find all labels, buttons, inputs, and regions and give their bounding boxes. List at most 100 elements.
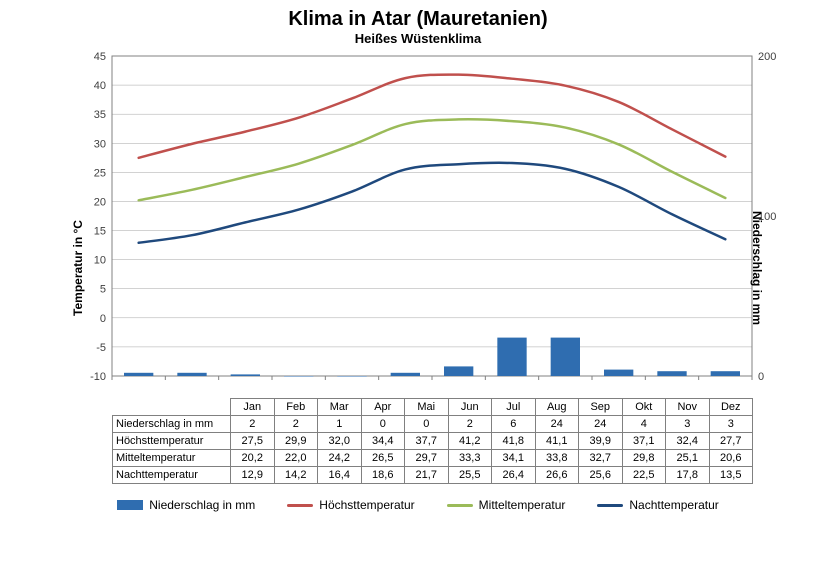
table-cell: 29,9 — [274, 433, 318, 450]
svg-text:40: 40 — [94, 80, 106, 92]
month-header: Mar — [318, 399, 362, 416]
svg-text:10: 10 — [94, 255, 106, 267]
table-cell: 33,3 — [448, 450, 492, 467]
table-cell: 20,2 — [231, 450, 275, 467]
table-cell: 24 — [535, 416, 579, 433]
table-cell: 2 — [448, 416, 492, 433]
precip-bar — [231, 374, 260, 376]
legend-swatch — [287, 504, 313, 507]
legend-item: Höchsttemperatur — [287, 498, 414, 512]
table-cell: 12,9 — [231, 467, 275, 484]
table-cell: 3 — [666, 416, 710, 433]
legend-item: Nachttemperatur — [597, 498, 718, 512]
y-axis-left-label: Temperatur in °C — [71, 220, 85, 316]
legend-item: Mitteltemperatur — [447, 498, 566, 512]
legend-swatch — [597, 504, 623, 507]
month-header: Mai — [405, 399, 449, 416]
table-cell: 22,5 — [622, 467, 666, 484]
table-cell: 26,5 — [361, 450, 405, 467]
legend-item: Niederschlag in mm — [117, 498, 255, 512]
table-cell: 41,8 — [492, 433, 536, 450]
month-header: Apr — [361, 399, 405, 416]
table-cell: 13,5 — [709, 467, 753, 484]
precip-bar — [284, 376, 313, 377]
chart-title: Klima in Atar (Mauretanien) — [18, 8, 818, 31]
table-cell: 32,4 — [666, 433, 710, 450]
legend-label: Mitteltemperatur — [479, 498, 566, 512]
chart-container: { "title": "Klima in Atar (Mauretanien)"… — [0, 0, 836, 575]
table-cell: 34,1 — [492, 450, 536, 467]
legend-label: Nachttemperatur — [629, 498, 718, 512]
precip-bar — [657, 371, 686, 376]
table-cell: 25,1 — [666, 450, 710, 467]
svg-text:35: 35 — [94, 109, 106, 121]
table-cell: 0 — [405, 416, 449, 433]
precip-bar — [391, 373, 420, 376]
table-cell: 29,7 — [405, 450, 449, 467]
legend: Niederschlag in mm Höchsttemperatur Mittel… — [18, 498, 818, 512]
table-cell: 4 — [622, 416, 666, 433]
svg-text:25: 25 — [94, 167, 106, 179]
table-cell: 22,0 — [274, 450, 318, 467]
svg-text:0: 0 — [100, 313, 106, 325]
table-cell: 26,4 — [492, 467, 536, 484]
table-cell: 29,8 — [622, 450, 666, 467]
legend-label: Niederschlag in mm — [149, 498, 255, 512]
month-header: Okt — [622, 399, 666, 416]
precip-bar — [551, 338, 580, 376]
table-cell: 26,6 — [535, 467, 579, 484]
table-cell: 1 — [318, 416, 362, 433]
precip-bar — [124, 373, 153, 376]
table-cell: 24 — [579, 416, 623, 433]
month-header: Aug — [535, 399, 579, 416]
svg-text:45: 45 — [94, 52, 106, 63]
legend-swatch — [117, 500, 143, 510]
y-axis-right-label: Niederschlag in mm — [750, 211, 764, 325]
data-table: JanFebMarAprMaiJunJulAugSepOktNovDezNied… — [112, 398, 753, 484]
plot-svg: -10-50510152025303540450100200 — [76, 52, 788, 396]
precip-bar — [444, 366, 473, 376]
precip-bar — [711, 371, 740, 376]
chart-subtitle: Heißes Wüstenklima — [18, 31, 818, 46]
svg-text:-10: -10 — [90, 371, 106, 383]
row-header: Mitteltemperatur — [113, 450, 231, 467]
svg-text:5: 5 — [100, 284, 106, 296]
table-cell: 20,6 — [709, 450, 753, 467]
table-cell: 41,2 — [448, 433, 492, 450]
svg-text:200: 200 — [758, 52, 776, 63]
plot-area: Temperatur in °C Niederschlag in mm -10-… — [76, 52, 768, 484]
table-cell: 24,2 — [318, 450, 362, 467]
legend-label: Höchsttemperatur — [319, 498, 414, 512]
table-cell: 21,7 — [405, 467, 449, 484]
precip-bar — [497, 338, 526, 376]
svg-text:30: 30 — [94, 138, 106, 150]
precip-bar — [604, 370, 633, 376]
svg-text:15: 15 — [94, 226, 106, 238]
table-cell: 2 — [274, 416, 318, 433]
table-cell: 41,1 — [535, 433, 579, 450]
month-header: Jul — [492, 399, 536, 416]
table-cell: 25,6 — [579, 467, 623, 484]
month-header: Jun — [448, 399, 492, 416]
table-cell: 27,5 — [231, 433, 275, 450]
svg-text:0: 0 — [758, 371, 764, 383]
table-cell: 33,8 — [535, 450, 579, 467]
month-header: Jan — [231, 399, 275, 416]
table-corner — [113, 399, 231, 416]
svg-text:20: 20 — [94, 196, 106, 208]
month-header: Sep — [579, 399, 623, 416]
table-cell: 27,7 — [709, 433, 753, 450]
precip-bar — [337, 376, 366, 377]
svg-text:-5: -5 — [96, 342, 106, 354]
table-cell: 17,8 — [666, 467, 710, 484]
month-header: Nov — [666, 399, 710, 416]
table-cell: 2 — [231, 416, 275, 433]
table-cell: 39,9 — [579, 433, 623, 450]
table-cell: 32,0 — [318, 433, 362, 450]
legend-swatch — [447, 504, 473, 507]
precip-bar — [177, 373, 206, 376]
table-cell: 14,2 — [274, 467, 318, 484]
row-header: Höchsttemperatur — [113, 433, 231, 450]
table-cell: 37,7 — [405, 433, 449, 450]
table-cell: 37,1 — [622, 433, 666, 450]
